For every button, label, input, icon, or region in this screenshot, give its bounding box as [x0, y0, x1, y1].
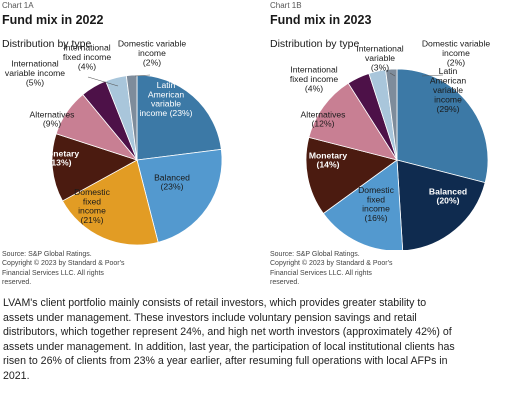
chart-subtitle: Distribution by type [2, 38, 92, 50]
slice-label: Domestic fixed income (21%) [74, 187, 111, 225]
slice-label: Monetary (14%) [309, 150, 347, 169]
pie-slice [396, 159, 486, 250]
chart-title: Fund mix in 2022 [2, 13, 104, 27]
pie-slice [61, 159, 159, 246]
source-line: Copyright © 2023 by Standard & Poor's [270, 260, 393, 268]
paragraph-line: distributors, which together represent 2… [3, 326, 452, 339]
source-line: Source: S&P Global Ratings. [270, 251, 360, 258]
slice-label: Domestic fixed income (16%) [358, 185, 395, 223]
source-line: Financial Services LLC. All rights [270, 269, 372, 277]
leader-line [134, 74, 151, 77]
pie-slice [396, 68, 489, 184]
slice-label: Alternatives (12%) [301, 109, 346, 128]
chart-1a: Chart 1A Fund mix in 2022 Distribution b… [0, 0, 255, 292]
paragraph-line: 2021. [3, 369, 30, 382]
paragraph-line: assets under management. In addition, la… [3, 340, 455, 353]
pie-slice [308, 82, 398, 161]
source-line: reserved. [2, 279, 32, 287]
slice-label: Latin American variable income (29%) [430, 66, 467, 114]
paragraph-line: LVAM's client portfolio mainly consists … [3, 297, 427, 309]
body-paragraph: LVAM's client portfolio mainly consists … [3, 296, 518, 384]
leader-line [421, 74, 444, 77]
chart-number: Chart 1A [2, 1, 34, 10]
paragraph-line: assets under management. These investors… [3, 311, 417, 324]
slice-label: Alternatives (9%) [30, 109, 75, 128]
slice-label: International fixed income (4%) [290, 65, 338, 94]
slice-label: Latin American variable income (23%) [139, 80, 192, 118]
pie-slice [136, 148, 223, 243]
paragraph-line: risen to 26% of clients from 23% a year … [3, 355, 448, 368]
chart-source: Source: S&P Global Ratings. Copyright © … [2, 250, 172, 288]
pie-slice [385, 68, 398, 161]
slice-label: International variable (3%) [356, 44, 403, 73]
source-line: Copyright © 2023 by Standard & Poor's [2, 260, 125, 268]
leader-line [87, 76, 119, 87]
pie-chart-2022: Latin American variable income (23%) Balance… [5, 39, 223, 246]
chart-title: Fund mix in 2023 [270, 13, 372, 27]
source-line: Financial Services LLC. All rights [2, 269, 104, 277]
slice-label: International fixed income (4%) [63, 43, 111, 72]
slice-label: International variable income (5%) [5, 59, 65, 88]
chart-source: Source: S&P Global Ratings. Copyright © … [270, 250, 440, 288]
source-line: Source: S&P Global Ratings. [2, 251, 92, 258]
slice-label: Monetary (13%) [41, 148, 79, 167]
source-line: reserved. [270, 279, 300, 287]
leader-line [389, 72, 396, 77]
pie-slice [51, 133, 139, 202]
pie-slice [125, 74, 138, 161]
chart-subtitle: Distribution by type [270, 38, 360, 50]
pie-slice [136, 74, 222, 161]
slice-label: Balanced (20%) [429, 186, 467, 205]
slice-label: Domestic variable income (2%) [118, 39, 187, 68]
chart-1b: Chart 1B Fund mix in 2023 Distribution b… [268, 0, 523, 292]
chart-number: Chart 1B [270, 1, 302, 10]
pie-slice [322, 159, 404, 250]
pie-chart-2023: Latin American variable income (29%) Balanced… [290, 39, 491, 250]
slice-label: Domestic variable income (2%) [422, 39, 491, 68]
pie-slice [305, 136, 398, 215]
slice-label: Balanced (23%) [154, 172, 190, 191]
